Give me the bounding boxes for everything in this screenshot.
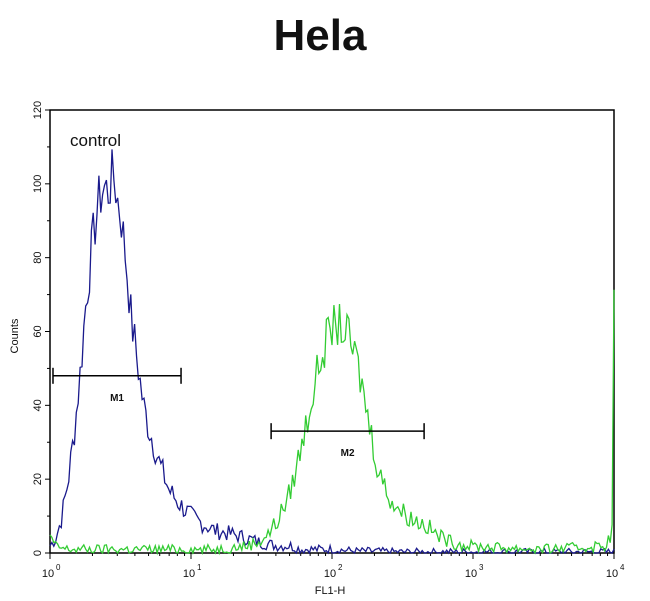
y-tick-label: 120 — [32, 101, 44, 119]
x-axis-label: FL1-H — [315, 585, 346, 597]
histogram-series-2 — [49, 289, 615, 556]
chart-title: Hela — [274, 11, 367, 60]
x-tick-label: 10 — [183, 568, 195, 580]
x-tick-exponent: 2 — [338, 563, 343, 572]
y-axis-label: Counts — [9, 318, 21, 353]
y-tick-label: 40 — [32, 399, 44, 411]
x-tick-label: 10 — [465, 568, 477, 580]
series-layer — [49, 149, 615, 556]
gate-m2-label: M2 — [341, 448, 355, 459]
gate-markers: M1 M2 — [52, 367, 425, 459]
x-tick-exponent: 4 — [620, 563, 625, 572]
x-tick-label: 10 — [324, 568, 336, 580]
x-tick-label: 10 — [606, 568, 618, 580]
x-tick-label: 10 — [42, 568, 54, 580]
control-annotation: control — [70, 131, 121, 150]
x-tick-exponent: 3 — [479, 563, 484, 572]
x-tick-exponent: 1 — [197, 563, 202, 572]
gate-m1-label: M1 — [110, 393, 124, 404]
y-tick-label: 60 — [32, 325, 44, 337]
y-tick-label: 20 — [32, 473, 44, 485]
y-axis: 0 20 40 60 80 100 120 — [32, 101, 50, 556]
x-tick-exponent: 0 — [56, 563, 61, 572]
y-tick-label: 0 — [32, 550, 44, 556]
y-tick-label: 100 — [32, 175, 44, 193]
y-tick-label: 80 — [32, 252, 44, 264]
histogram-series-1 — [49, 149, 615, 555]
